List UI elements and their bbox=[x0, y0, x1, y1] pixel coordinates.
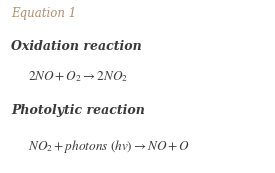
Text: $\mathit{NO_2 + photons\ (hv) \rightarrow NO + O}$: $\mathit{NO_2 + photons\ (hv) \rightarro… bbox=[28, 138, 189, 155]
Text: Equation 1: Equation 1 bbox=[11, 7, 76, 20]
Text: $\mathit{2NO + O_2 \rightarrow 2NO_2}$: $\mathit{2NO + O_2 \rightarrow 2NO_2}$ bbox=[28, 69, 128, 84]
Text: Oxidation reaction: Oxidation reaction bbox=[11, 40, 142, 53]
Text: Photolytic reaction: Photolytic reaction bbox=[11, 104, 145, 117]
